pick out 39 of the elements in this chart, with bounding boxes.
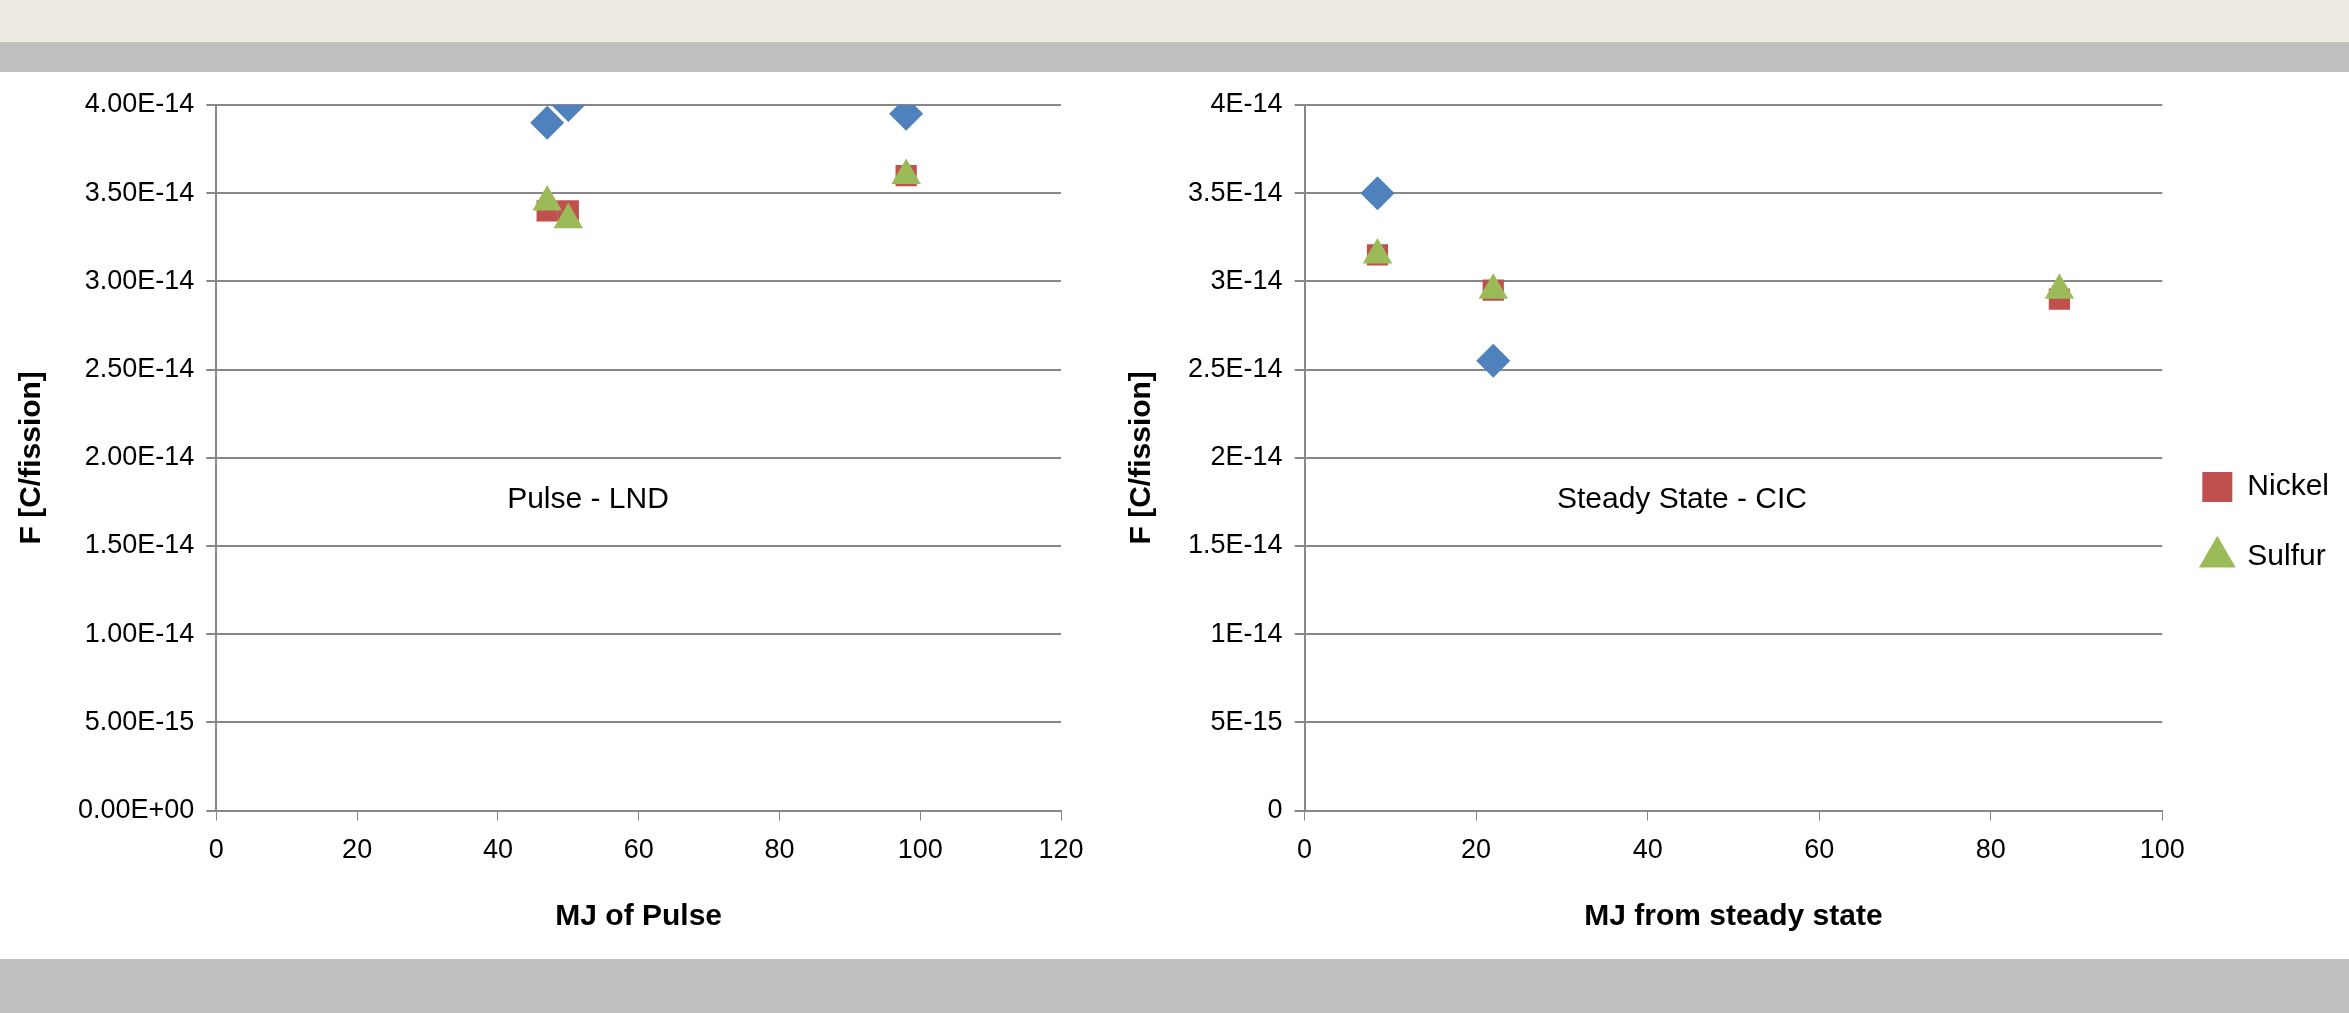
y-tick-label: 3.00E-14	[84, 264, 195, 295]
y-tick-label: 2.50E-14	[84, 353, 195, 384]
y-tick-label: 3.50E-14	[84, 176, 195, 207]
y-axis-title: F [C/fission]	[13, 371, 47, 545]
y-tick-label: 3.5E-14	[1187, 176, 1283, 207]
x-tick-label: 100	[897, 834, 943, 865]
x-tick-label: 100	[2139, 834, 2185, 865]
y-tick-label: 4.00E-14	[84, 88, 195, 119]
y-tick-label: 0.00E+00	[78, 794, 195, 825]
y-tick-label: 5.00E-15	[84, 705, 195, 736]
y-tick-label: 5E-15	[1210, 705, 1283, 736]
x-tick-label: 40	[482, 834, 513, 865]
y-tick-label: 1E-14	[1210, 617, 1283, 648]
y-axis-title: F [C/fission]	[1123, 371, 1157, 545]
x-tick-label: 80	[1975, 834, 2006, 865]
x-tick-label: 60	[623, 834, 654, 865]
y-tick-label: 2.5E-14	[1187, 353, 1283, 384]
y-tick-label: 1.00E-14	[84, 617, 195, 648]
legend-label: Sulfur	[2247, 538, 2326, 572]
y-tick-label: 1.50E-14	[84, 529, 195, 560]
annotation: Pulse - LND	[507, 481, 669, 515]
x-tick-label: 20	[1461, 834, 1492, 865]
x-axis-title: MJ of Pulse	[555, 898, 723, 932]
y-tick-label: 4E-14	[1210, 88, 1283, 119]
y-tick-label: 1.5E-14	[1187, 529, 1283, 560]
annotation: Steady State - CIC	[1556, 481, 1808, 515]
x-tick-label: 80	[764, 834, 795, 865]
x-tick-label: 0	[1297, 834, 1313, 865]
x-tick-label: 120	[1038, 834, 1084, 865]
x-tick-label: 0	[208, 834, 224, 865]
y-tick-label: 2.00E-14	[84, 441, 195, 472]
y-tick-label: 3E-14	[1210, 264, 1283, 295]
x-tick-label: 60	[1804, 834, 1835, 865]
x-axis-title: MJ from steady state	[1584, 898, 1883, 932]
y-tick-label: 2E-14	[1210, 441, 1283, 472]
y-tick-label: 0	[1267, 794, 1283, 825]
x-tick-label: 40	[1632, 834, 1663, 865]
legend-label: Nickel	[2247, 468, 2330, 502]
x-tick-label: 20	[342, 834, 373, 865]
